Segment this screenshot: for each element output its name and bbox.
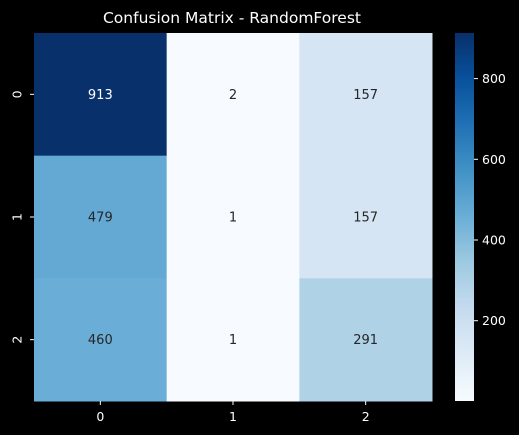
cell-label-r2-c0: 460 [88,333,113,348]
y-tick-label: 1 [10,213,25,221]
heatmap-cell-r2-c1 [166,278,300,402]
heatmap-cells [34,33,433,402]
colorbar-ticks: 200 400 600 800 [474,71,506,328]
cell-label-r2-c2: 291 [353,333,378,348]
cell-label-r1-c1: 1 [229,211,237,226]
cell-label-r1-c0: 479 [88,211,113,226]
cell-label-r0-c1: 2 [229,88,237,103]
chart-title: Confusion Matrix - RandomForest [103,9,361,27]
cell-label-r2-c1: 1 [229,333,237,348]
heatmap-cell-r2-c0 [34,278,168,402]
y-tick-label: 0 [10,90,25,98]
cell-label-r1-c2: 157 [353,211,378,226]
heatmap-cell-r2-c2 [299,278,433,402]
heatmap-cell-r0-c1 [166,33,300,157]
x-tick-label: 1 [229,409,237,424]
x-axis: 0 1 2 [96,401,370,424]
heatmap-cell-r0-c2 [299,33,433,157]
colorbar-tick-label: 400 [482,233,506,248]
heatmap-cell-r0-c0 [34,33,168,157]
cell-label-r0-c2: 157 [353,88,378,103]
heatmap-cell-r1-c2 [299,155,433,279]
cell-label-r0-c0: 913 [88,88,113,103]
colorbar-tick-label: 600 [482,152,506,167]
heatmap-cell-r1-c1 [166,155,300,279]
x-tick-label: 2 [362,409,370,424]
y-tick-label: 2 [10,336,25,344]
y-axis: 0 1 2 [10,90,34,344]
colorbar-tick-label: 200 [482,313,506,328]
heatmap-cell-r1-c0 [34,155,168,279]
heatmap-cell-labels: 913 2 157 479 1 157 460 1 291 [88,88,378,348]
colorbar-tick-label: 800 [482,71,506,86]
colorbar [455,33,474,401]
x-tick-label: 0 [96,409,104,424]
